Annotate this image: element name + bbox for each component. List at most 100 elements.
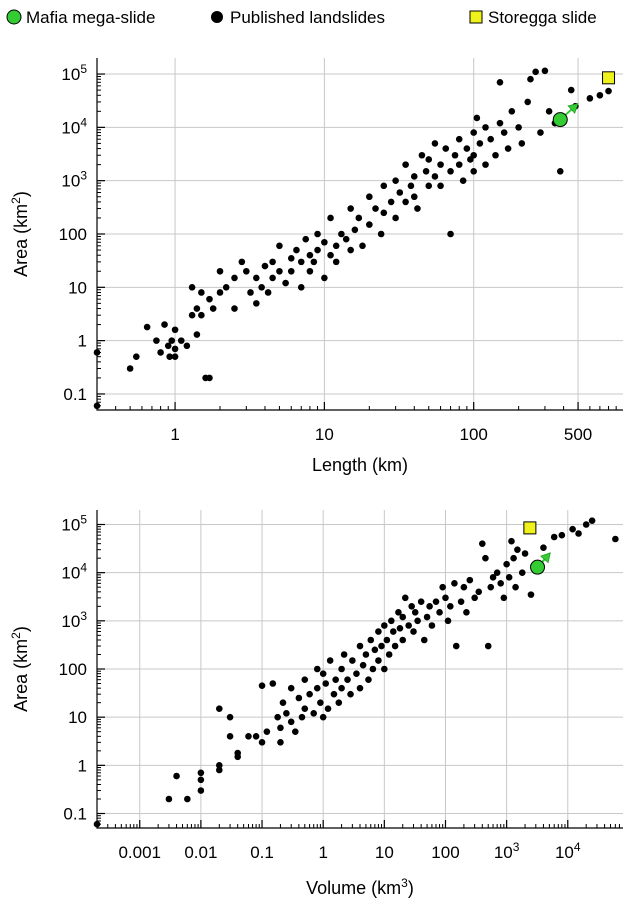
x-tick-label: 100 [431, 843, 459, 862]
data-point [349, 657, 356, 664]
data-point [269, 274, 276, 282]
data-point [293, 246, 300, 254]
data-point [437, 161, 444, 168]
data-point [492, 151, 499, 159]
data-point [216, 289, 224, 296]
data-point [206, 295, 213, 303]
data-point [301, 676, 309, 683]
grid [97, 510, 623, 828]
data-point [505, 574, 513, 581]
y-tick-label: 103 [61, 169, 87, 191]
data-point [527, 75, 534, 83]
data-point [420, 636, 428, 644]
data-point [338, 684, 345, 692]
data-point [405, 622, 412, 629]
x-tick-label: 100 [460, 425, 488, 444]
mafia-point [552, 112, 568, 128]
data-point [344, 676, 351, 683]
series-published-landslides [93, 517, 619, 828]
mafia-arrow-head [567, 103, 579, 114]
data-point [253, 274, 260, 282]
data-point [422, 167, 430, 175]
data-point [414, 205, 421, 212]
data-point [524, 98, 531, 106]
data-point [496, 79, 504, 86]
data-point [314, 230, 321, 238]
data-point [264, 289, 272, 296]
mafia-point [530, 559, 546, 575]
data-point [313, 684, 321, 692]
data-point [356, 642, 364, 650]
data-point [582, 521, 590, 528]
y-tick-label: 100 [59, 660, 87, 679]
data-point [470, 167, 477, 175]
x-axis-label: Volume (km3) [306, 876, 414, 898]
data-point [287, 684, 295, 692]
data-point [153, 337, 160, 344]
data-point [496, 119, 504, 127]
data-point [161, 321, 168, 328]
data-point [428, 622, 436, 629]
data-point [567, 86, 575, 94]
data-point [198, 311, 205, 319]
data-point [381, 622, 388, 629]
data-point [226, 733, 234, 740]
data-point [459, 177, 467, 184]
data-point [473, 114, 481, 122]
y-tick-label: 10 [68, 708, 87, 727]
data-point [216, 267, 224, 275]
data-point [475, 588, 483, 596]
data-point [314, 246, 321, 254]
data-point [93, 402, 101, 410]
data-point [93, 820, 101, 828]
data-point [545, 108, 553, 115]
data-point [359, 242, 366, 250]
data-point [171, 326, 179, 334]
data-point [222, 284, 230, 291]
data-point [457, 598, 465, 605]
y-axis-label: Area (km2) [9, 626, 31, 712]
data-point [269, 680, 277, 687]
data-point [470, 129, 477, 136]
data-point [410, 628, 417, 635]
data-point [335, 699, 343, 706]
data-point [387, 198, 395, 206]
data-point [327, 251, 334, 259]
data-point [301, 705, 309, 712]
series-mafia-mega-slide [552, 103, 579, 128]
data-point [243, 267, 250, 275]
data-point [263, 728, 271, 735]
data-point [569, 525, 576, 533]
y-tick-label: 1 [78, 332, 87, 351]
data-point [367, 636, 375, 644]
data-point [503, 560, 510, 568]
data-point [306, 267, 314, 275]
y-tick-label: 105 [61, 62, 87, 84]
data-point [258, 284, 265, 291]
data-point [193, 305, 201, 312]
data-point [588, 517, 596, 524]
legend-storegga-label: Storegga slide [488, 8, 597, 27]
data-point [279, 699, 287, 706]
data-point [327, 214, 334, 222]
data-point [399, 613, 407, 621]
data-point [282, 279, 289, 287]
data-point [408, 603, 415, 610]
data-point [171, 353, 179, 360]
data-point [410, 193, 418, 201]
data-point [391, 642, 399, 650]
data-point [347, 246, 354, 254]
data-point [276, 267, 283, 275]
data-point [353, 670, 360, 677]
data-point [164, 342, 172, 350]
data-point [253, 300, 260, 307]
data-point [484, 642, 492, 650]
data-point [470, 151, 477, 159]
data-point [168, 337, 176, 344]
series-storegga-slide [602, 71, 616, 85]
data-point [215, 762, 223, 769]
chart-volume-area: 0.001 0.01 0.1 1 10 100 103 104 0.1 1 10 100 103 104 1… [9, 510, 623, 898]
data-point [143, 323, 151, 331]
data-point [463, 145, 471, 152]
data-point [389, 628, 397, 635]
